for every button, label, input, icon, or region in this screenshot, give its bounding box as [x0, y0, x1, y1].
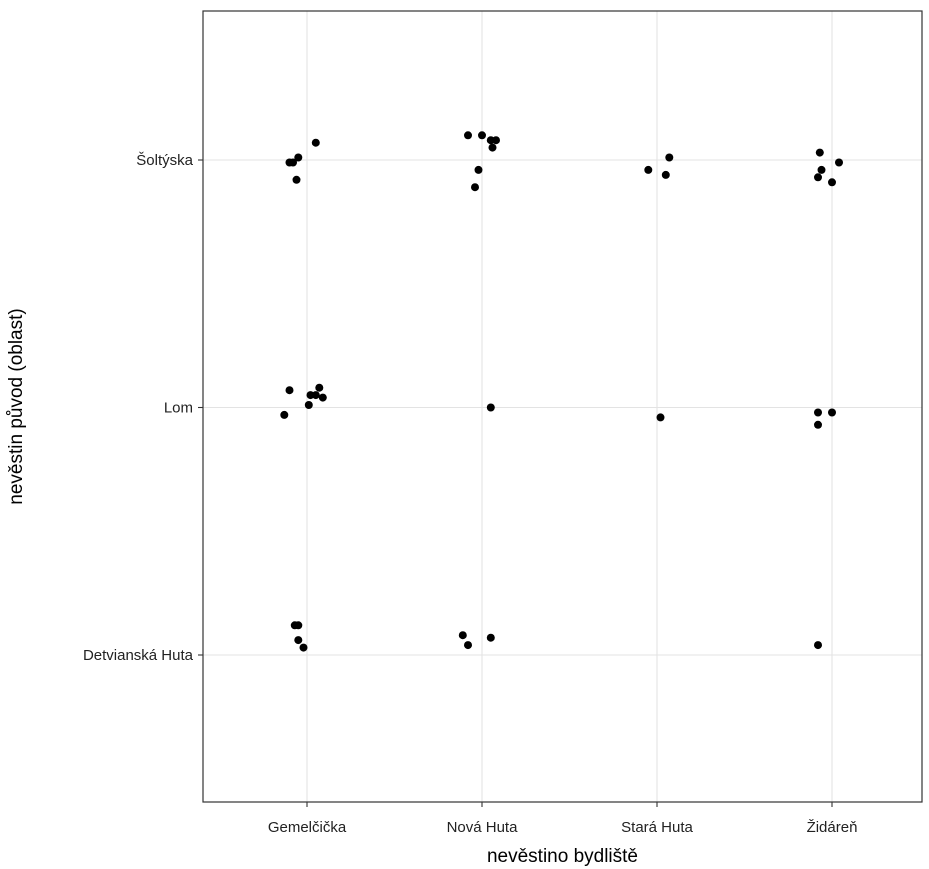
- data-point: [294, 636, 303, 645]
- plot-panel: [202, 10, 923, 803]
- data-point: [474, 165, 483, 174]
- x-tick-label: Gemelčička: [268, 819, 347, 836]
- data-point: [318, 393, 327, 402]
- data-point: [294, 153, 303, 162]
- data-point: [814, 641, 822, 650]
- x-axis-title: nevěstino bydliště: [487, 846, 638, 867]
- data-point: [814, 173, 822, 182]
- x-axis: Gemelčička Nová Huta Stará Huta Židáreň: [268, 802, 858, 836]
- data-point: [299, 643, 308, 652]
- data-point: [292, 175, 301, 184]
- data-point: [458, 631, 467, 640]
- data-point: [311, 138, 320, 147]
- data-point: [315, 383, 324, 392]
- data-point: [294, 621, 303, 630]
- data-point: [814, 420, 822, 429]
- y-axis: Detvianská Huta Lom Šoltýska: [83, 152, 203, 664]
- x-tick-label: Stará Huta: [621, 819, 693, 836]
- data-points: [280, 131, 843, 652]
- data-point: [814, 408, 822, 417]
- data-point: [280, 410, 289, 419]
- data-point: [304, 401, 313, 409]
- data-point: [492, 136, 500, 145]
- data-point: [828, 408, 836, 417]
- data-point: [464, 641, 472, 650]
- data-point: [311, 391, 320, 400]
- data-point: [464, 131, 472, 140]
- data-point: [815, 148, 824, 157]
- data-point: [661, 170, 670, 179]
- data-point: [835, 158, 843, 167]
- data-point: [285, 158, 294, 167]
- y-tick-label: Detvianská Huta: [83, 647, 194, 664]
- y-tick-label: Lom: [164, 400, 193, 417]
- y-tick-label: Šoltýska: [136, 152, 193, 169]
- data-point: [817, 165, 826, 174]
- data-point: [488, 143, 497, 152]
- data-point: [656, 413, 665, 422]
- data-point: [486, 633, 495, 642]
- grid-lines: [203, 11, 922, 802]
- data-point: [478, 131, 486, 140]
- data-point: [644, 165, 653, 174]
- x-tick-label: Židáreň: [807, 819, 858, 836]
- data-point: [486, 403, 495, 412]
- data-point: [665, 153, 674, 162]
- data-point: [471, 183, 479, 192]
- y-axis-title: nevěstin původ (oblast): [6, 308, 27, 504]
- data-point: [828, 178, 836, 187]
- data-point: [285, 386, 294, 395]
- x-tick-label: Nová Huta: [447, 819, 519, 836]
